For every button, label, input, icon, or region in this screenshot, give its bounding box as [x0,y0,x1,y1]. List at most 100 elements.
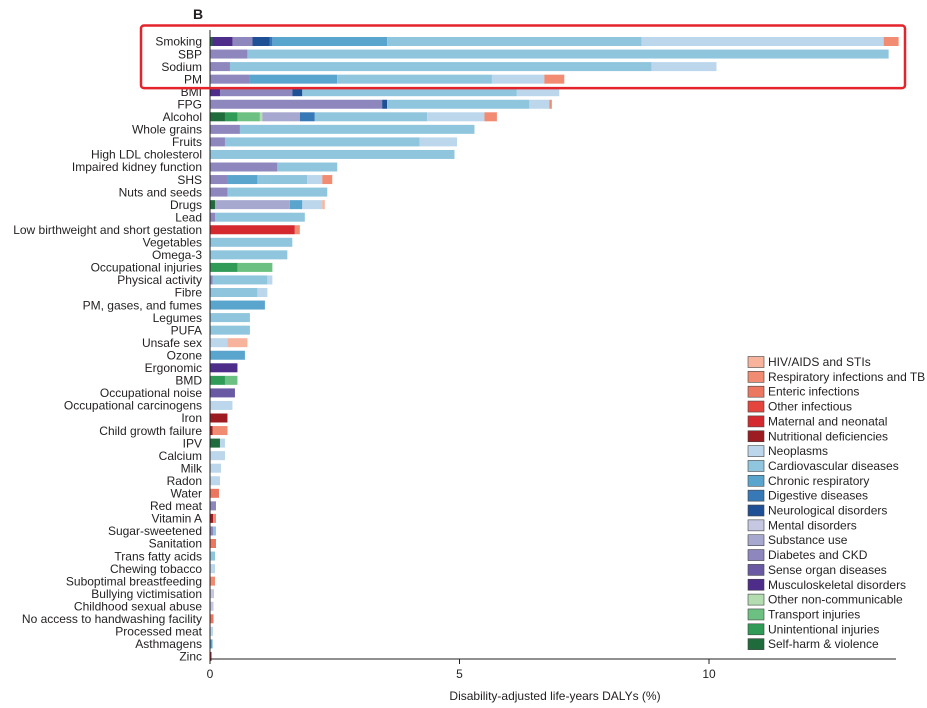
bar-segment-legumes-cardiovascular-diseases [210,313,250,323]
legend-swatch-sense-organ-diseases [747,564,765,576]
bar-segment-omega-3-cardiovascular-diseases [210,250,288,260]
bar-segment-bmd-transport-injuries [224,375,238,385]
risk-label-sodium: Sodium [161,60,202,74]
legend-label-neurological-disorders: Neurological disorders [768,504,887,518]
bar-segment-radon-neoplasms [210,476,220,486]
bar-segment-drugs-chronic-respiratory [289,200,303,210]
bar-segment-drugs-neoplasms [302,200,323,210]
bar-segment-alcohol-digestive-diseases [299,112,315,122]
bar-segment-vegetables-cardiovascular-diseases [210,237,293,247]
risk-label-unsafe-sex: Unsafe sex [142,336,202,350]
risk-label-impaired-kidney-function: Impaired kidney function [72,160,202,174]
legend-label-other-infectious: Other infectious [768,400,852,414]
legend-label-self-harm-violence: Self-harm & violence [768,637,879,651]
risk-label-fibre: Fibre [175,286,203,300]
risk-label-sugar-sweetened: Sugar-sweetened [108,524,202,538]
bar-segment-sodium-diabetes-and-ckd [210,62,230,72]
risk-label-smoking: Smoking [155,35,202,49]
bar-segment-fpg-cardiovascular-diseases [387,99,530,109]
risk-label-alcohol: Alcohol [163,110,202,124]
bar-segment-fruits-cardiovascular-diseases [224,137,420,147]
risk-label-nuts-and-seeds: Nuts and seeds [119,185,202,199]
bar-segment-no-access-to-handwashing-facility-enteric-infections [210,614,214,624]
bar-segment-drugs-substance-use [214,200,290,210]
bar-segment-impaired-kidney-function-diabetes-and-ckd [210,162,278,172]
bar-segment-alcohol-substance-use [262,112,300,122]
bar-segment-sodium-neoplasms [651,62,717,72]
bar-segment-unsafe-sex-neoplasms [210,338,228,348]
legend-label-diabetes-and-ckd: Diabetes and CKD [768,548,868,562]
risk-label-radon: Radon [167,474,202,488]
x-axis-title: Disability-adjusted life-years DALYs (%) [449,689,660,703]
bar-segment-water-enteric-infections [210,488,219,498]
bar-segment-sugar-sweetened-diabetes-and-ckd [210,526,213,536]
bar-segment-fruits-diabetes-and-ckd [210,137,225,147]
bar-segment-trans-fatty-acids-cardiovascular-diseases [210,551,215,561]
legend-swatch-other-infectious [747,400,765,413]
bar-segment-smoking-diabetes-and-ckd [232,37,253,46]
legend-swatch-chronic-respiratory [747,474,765,487]
legend-label-respiratory-infections-and-tb: Respiratory infections and TB [768,370,925,384]
bar-segment-red-meat-diabetes-and-ckd [210,501,216,511]
risk-label-bullying-victimisation: Bullying victimisation [91,587,202,601]
bar-segment-impaired-kidney-function-cardiovascular-diseases [277,162,338,172]
bar-segment-child-growth-failure-respiratory-infections-and-tb [212,426,228,436]
risk-label-ergonomic: Ergonomic [145,361,202,375]
risk-label-no-access-to-handwashing-facility: No access to handwashing facility [22,612,202,626]
legend-swatch-unintentional-injuries [747,623,765,636]
bar-segment-smoking-chronic-respiratory [272,37,388,46]
legend-swatch-self-harm-violence [747,638,765,650]
bar-segment-sodium-cardiovascular-diseases [229,62,652,72]
bar-segment-pm-gases-and-fumes-chronic-respiratory [210,300,265,310]
bar-segment-suboptimal-breastfeeding-respiratory-infections-and-tb [210,576,215,586]
bar-segment-physical-activity-cardiovascular-diseases [212,275,268,285]
bar-segment-shs-respiratory-infections-and-tb [322,175,333,185]
risk-label-childhood-sexual-abuse: Childhood sexual abuse [74,599,202,613]
bar-segment-shs-cardiovascular-diseases [257,175,308,185]
bar-segment-occupational-noise-sense-organ-diseases [210,388,235,398]
bar-segment-alcohol-other-non-communicable [259,112,263,122]
bar-segment-asthmagens-chronic-respiratory [210,639,213,649]
legend-swatch-nutritional-deficiencies [747,430,765,443]
bar-segment-sugar-sweetened-cardiovascular-diseases [212,526,216,536]
legend-swatch-other-non-communicable [747,593,765,606]
legend-label-neoplasms: Neoplasms [768,444,828,458]
bar-segment-vitamin-a-nutritional-deficiencies [210,513,213,523]
bar-segment-bullying-victimisation-mental-disorders [210,589,214,599]
bar-segment-low-birthweight-and-short-gestation-maternal-and-neonatal [210,225,295,235]
risk-label-ozone: Ozone [167,348,203,362]
risk-label-high-ldl-cholesterol: High LDL cholesterol [91,148,202,162]
risk-label-occupational-injuries: Occupational injuries [91,261,202,275]
bar-segment-child-growth-failure-nutritional-deficiencies [210,426,213,436]
risk-label-vitamin-a: Vitamin A [152,512,202,526]
legend-swatch-transport-injuries [747,608,765,621]
risk-label-sanitation: Sanitation [149,537,202,551]
risk-label-trans-fatty-acids: Trans fatty acids [114,549,202,563]
bar-segment-ergonomic-musculoskeletal-disorders [210,363,238,373]
bar-segment-alcohol-respiratory-infections-and-tb [484,112,497,122]
risk-label-bmd: BMD [175,374,202,388]
bar-segment-bmi-neurological-disorders [292,87,303,97]
risk-label-processed-meat: Processed meat [115,625,202,639]
bar-segment-physical-activity-neoplasms [267,275,273,285]
bar-segment-alcohol-neoplasms [427,112,485,122]
bar-segment-low-birthweight-and-short-gestation-respiratory-infections-and-tb [294,225,300,235]
legend-label-mental-disorders: Mental disorders [768,518,857,532]
bar-segment-shs-neoplasms [307,175,323,185]
bar-segment-whole-grains-cardiovascular-diseases [239,124,475,134]
legend-label-nutritional-deficiencies: Nutritional deficiencies [768,429,888,443]
bar-segment-physical-activity-diabetes-and-ckd [210,275,213,285]
legend-swatch-enteric-infections [747,385,765,398]
legend-label-other-non-communicable: Other non-communicable [768,593,903,607]
risk-label-water: Water [170,487,202,501]
legend-swatch-maternal-and-neonatal [747,415,765,428]
bar-segment-smoking-digestive-diseases [269,37,273,46]
legend-swatch-hiv-aids-and-stis [747,356,765,368]
x-axis: 0 5 10 [207,30,896,681]
bar-segment-occupational-injuries-unintentional-injuries [210,262,238,272]
bar-segment-smoking-neurological-disorders [252,37,270,46]
bar-segment-alcohol-cardiovascular-diseases [314,112,428,122]
